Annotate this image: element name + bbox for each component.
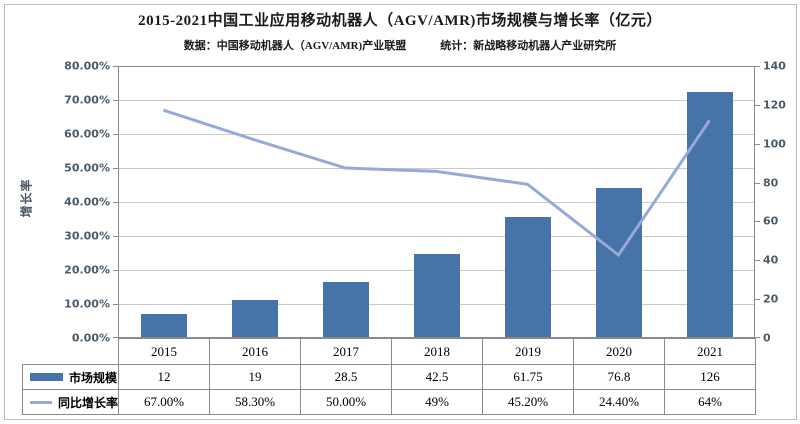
market-size-value-cell: 12 bbox=[118, 364, 210, 390]
chart-subtitle: 数据：中国移动机器人（AGV/AMR)产业联盟 统计：新战略移动机器人产业研究所 bbox=[0, 37, 800, 53]
y-axis-line bbox=[118, 66, 119, 338]
growth-rate-value-cell: 50.00% bbox=[300, 389, 392, 415]
plot-area bbox=[113, 66, 760, 338]
line-series-swatch-icon bbox=[30, 400, 52, 404]
gridline bbox=[118, 100, 755, 101]
data-table: 2015 2016 2017 2018 2019 2020 2021 市场规模 12 19 28… bbox=[22, 338, 756, 415]
left-axis-tick bbox=[113, 100, 118, 101]
right-axis-tick bbox=[754, 221, 760, 222]
right-axis-tick bbox=[754, 66, 760, 67]
right-axis-tick bbox=[754, 260, 760, 261]
right-axis-tick bbox=[754, 144, 760, 145]
year-cell: 2016 bbox=[209, 338, 301, 365]
left-tick-label: 20.00% bbox=[64, 263, 110, 277]
bar-2019 bbox=[505, 217, 551, 337]
secondary-y-axis-line bbox=[754, 66, 755, 338]
growth-rate-value-cell: 67.00% bbox=[118, 389, 210, 415]
left-axis-tick bbox=[113, 168, 118, 169]
gridline bbox=[118, 134, 755, 135]
year-cell: 2015 bbox=[118, 338, 210, 365]
legend-label-market-size: 市场规模 bbox=[69, 370, 118, 385]
market-size-value-cell: 76.8 bbox=[573, 364, 665, 390]
left-axis-tick bbox=[113, 66, 118, 67]
legend-label-growth-rate: 同比增长率 bbox=[57, 395, 118, 410]
market-size-value-cell: 42.5 bbox=[391, 364, 483, 390]
left-axis-tick bbox=[113, 134, 118, 135]
right-axis-tick bbox=[754, 337, 760, 338]
left-axis-tick bbox=[113, 270, 118, 271]
market-size-value-cell: 61.75 bbox=[482, 364, 574, 390]
bar-series-swatch-icon bbox=[30, 373, 63, 381]
right-tick-label: 20 bbox=[763, 292, 779, 306]
right-axis-tick bbox=[754, 183, 760, 184]
left-tick-label: 80.00% bbox=[64, 59, 110, 73]
market-size-value-cell: 19 bbox=[209, 364, 301, 390]
right-tick-label: 120 bbox=[763, 98, 786, 112]
bar-2015 bbox=[141, 314, 187, 337]
left-tick-label: 0.00% bbox=[71, 331, 110, 345]
right-tick-label: 80 bbox=[763, 176, 779, 190]
market-size-value-cell: 126 bbox=[664, 364, 756, 390]
gridline bbox=[118, 168, 755, 169]
statistics-note: 统计：新战略移动机器人产业研究所 bbox=[440, 40, 617, 52]
line-series bbox=[163, 108, 711, 258]
bar-2016 bbox=[232, 300, 278, 337]
right-tick-label: 140 bbox=[763, 59, 786, 73]
year-cell: 2018 bbox=[391, 338, 483, 365]
left-axis-tick bbox=[113, 337, 118, 338]
year-cell: 2017 bbox=[300, 338, 392, 365]
left-axis-tick bbox=[113, 236, 118, 237]
data-source-note: 数据：中国移动机器人（AGV/AMR)产业联盟 bbox=[183, 40, 407, 52]
left-tick-label: 10.00% bbox=[64, 297, 110, 311]
year-cell: 2020 bbox=[573, 338, 665, 365]
right-axis-tick bbox=[754, 299, 760, 300]
right-tick-label: 40 bbox=[763, 253, 779, 267]
growth-rate-value-cell: 45.20% bbox=[482, 389, 574, 415]
market-size-value-cell: 28.5 bbox=[300, 364, 392, 390]
growth-rate-value-cell: 49% bbox=[391, 389, 483, 415]
left-axis-tick-labels: 80.00% 70.00% 60.00% 50.00% 40.00% 30.00% 20.0… bbox=[0, 60, 110, 345]
right-axis-tick bbox=[754, 105, 760, 106]
chart-title: 2015-2021中国工业应用移动机器人（AGV/AMR)市场规模与增长率（亿元… bbox=[138, 13, 662, 29]
left-tick-label: 40.00% bbox=[64, 195, 110, 209]
growth-rate-value-cell: 64% bbox=[664, 389, 756, 415]
left-tick-label: 30.00% bbox=[64, 229, 110, 243]
legend-market-size: 市场规模 bbox=[22, 364, 119, 390]
gridline bbox=[118, 236, 755, 237]
x-axis-line bbox=[118, 337, 755, 338]
left-tick-label: 60.00% bbox=[64, 127, 110, 141]
year-cell: 2021 bbox=[664, 338, 756, 365]
right-axis-tick-labels: 140 120 100 80 60 40 20 0 bbox=[763, 60, 799, 345]
growth-rate-value-cell: 24.40% bbox=[573, 389, 665, 415]
right-tick-label: 60 bbox=[763, 214, 779, 228]
plot-top-border bbox=[118, 66, 755, 67]
legend-growth-rate: 同比增长率 bbox=[22, 389, 119, 415]
left-tick-label: 50.00% bbox=[64, 161, 110, 175]
bar-2017 bbox=[323, 282, 369, 337]
right-tick-label: 0 bbox=[763, 331, 771, 345]
bar-2021 bbox=[687, 92, 733, 337]
bar-2020 bbox=[596, 188, 642, 337]
right-tick-label: 100 bbox=[763, 137, 786, 151]
growth-rate-value-cell: 58.30% bbox=[209, 389, 301, 415]
left-axis-tick bbox=[113, 202, 118, 203]
growth-rate-line bbox=[163, 108, 711, 258]
left-axis-tick bbox=[113, 304, 118, 305]
left-tick-label: 70.00% bbox=[64, 93, 110, 107]
year-cell: 2019 bbox=[482, 338, 574, 365]
gridline bbox=[118, 202, 755, 203]
bar-2018 bbox=[414, 254, 460, 337]
